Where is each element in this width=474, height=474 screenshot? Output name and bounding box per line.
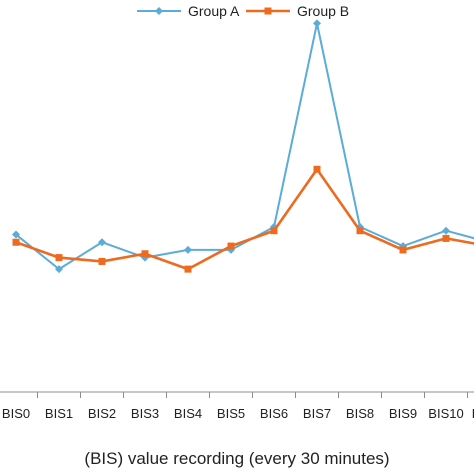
data-point <box>399 246 407 254</box>
x-tick-label: BIS7 <box>303 406 331 421</box>
x-tick-label: BIS0 <box>2 406 30 421</box>
data-point <box>313 19 321 28</box>
data-point <box>356 227 364 235</box>
data-point <box>313 165 321 173</box>
x-tick-label: BIS1 <box>45 406 73 421</box>
data-point <box>270 227 278 235</box>
x-tick-labels: BIS0 BIS1 BIS2 BIS3 BIS4 BIS5 BIS6 BIS7 BIS8 BIS9… <box>2 406 474 421</box>
data-point <box>98 238 106 247</box>
x-tick-label: BIS9 <box>389 406 417 421</box>
x-tick-label: BIS8 <box>346 406 374 421</box>
series-layer <box>12 19 474 274</box>
data-point <box>184 265 192 273</box>
data-point <box>98 257 106 265</box>
legend-item-group-a: Group A <box>137 3 240 19</box>
data-point <box>442 234 450 242</box>
x-tick-label: BIS6 <box>260 406 288 421</box>
legend-label: Group B <box>297 3 349 19</box>
data-point <box>55 254 63 262</box>
legend: Group A Group B <box>137 3 349 19</box>
data-point <box>12 238 20 246</box>
x-tick-label: BIS2 <box>88 406 116 421</box>
x-tick-label: BIS10 <box>428 406 463 421</box>
data-point <box>227 242 235 250</box>
data-point <box>141 250 149 258</box>
data-point <box>12 230 20 239</box>
legend-label: Group A <box>188 3 240 19</box>
series-group-b <box>12 165 474 273</box>
x-tick-label: BIS4 <box>174 406 202 421</box>
data-point <box>184 245 192 254</box>
series-line <box>15 22 474 271</box>
data-point <box>442 226 450 235</box>
x-axis-ticks <box>37 392 468 398</box>
x-tick-label: BIS3 <box>131 406 159 421</box>
x-tick-label: BIS5 <box>217 406 245 421</box>
legend-item-group-b: Group B <box>246 3 349 19</box>
x-axis-title: (BIS) value recording (every 30 minutes) <box>84 449 389 468</box>
legend-marker <box>264 7 272 15</box>
series-group-a <box>12 19 474 274</box>
legend-marker <box>155 7 163 15</box>
x-tick-label: BIS11 <box>472 406 474 421</box>
series-line <box>15 167 474 271</box>
data-point <box>55 265 63 274</box>
